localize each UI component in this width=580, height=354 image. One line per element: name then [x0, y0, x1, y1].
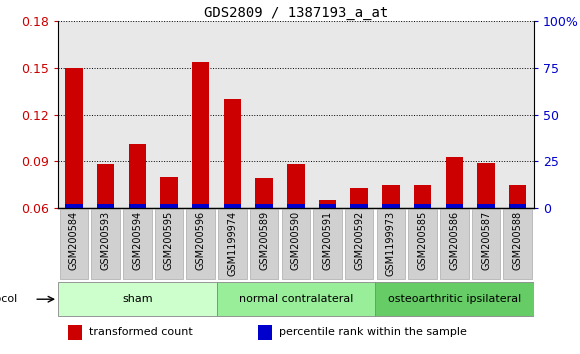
FancyBboxPatch shape: [376, 209, 405, 279]
Text: GSM200587: GSM200587: [481, 211, 491, 270]
FancyBboxPatch shape: [216, 282, 375, 316]
FancyBboxPatch shape: [281, 209, 310, 279]
Text: GSM200584: GSM200584: [69, 211, 79, 270]
Bar: [350, 188, 368, 208]
Bar: [509, 184, 527, 208]
Bar: [97, 164, 114, 208]
Bar: [255, 204, 273, 208]
Bar: [445, 156, 463, 208]
Bar: [382, 204, 400, 208]
FancyBboxPatch shape: [503, 209, 532, 279]
Text: GSM200590: GSM200590: [291, 211, 301, 270]
Bar: [65, 68, 82, 208]
Bar: [477, 204, 495, 208]
FancyBboxPatch shape: [218, 209, 246, 279]
Bar: [224, 204, 241, 208]
Bar: [414, 184, 432, 208]
Text: GSM200591: GSM200591: [322, 211, 332, 270]
Bar: [97, 204, 114, 208]
Bar: [287, 204, 305, 208]
FancyBboxPatch shape: [186, 209, 215, 279]
Bar: [477, 163, 495, 208]
Text: GSM200585: GSM200585: [418, 211, 427, 270]
Text: osteoarthritic ipsilateral: osteoarthritic ipsilateral: [387, 294, 521, 304]
Bar: [192, 62, 209, 208]
FancyBboxPatch shape: [123, 209, 151, 279]
Text: GSM200586: GSM200586: [450, 211, 459, 270]
Bar: [382, 184, 400, 208]
Text: GSM200592: GSM200592: [354, 211, 364, 270]
Bar: [192, 204, 209, 208]
Bar: [160, 177, 177, 208]
Bar: [509, 204, 527, 208]
FancyBboxPatch shape: [250, 209, 278, 279]
Bar: [129, 144, 146, 208]
FancyBboxPatch shape: [60, 209, 88, 279]
Bar: [160, 204, 177, 208]
Bar: [414, 204, 432, 208]
Bar: [319, 200, 336, 208]
Text: sham: sham: [122, 294, 153, 304]
Bar: [258, 325, 272, 339]
Bar: [129, 204, 146, 208]
FancyBboxPatch shape: [345, 209, 374, 279]
Text: GSM200596: GSM200596: [195, 211, 206, 270]
FancyBboxPatch shape: [58, 282, 216, 316]
Title: GDS2809 / 1387193_a_at: GDS2809 / 1387193_a_at: [204, 6, 388, 20]
Text: protocol: protocol: [0, 294, 17, 304]
Bar: [319, 204, 336, 208]
Bar: [445, 204, 463, 208]
Bar: [224, 99, 241, 208]
Text: GSM200589: GSM200589: [259, 211, 269, 270]
FancyBboxPatch shape: [375, 282, 534, 316]
FancyBboxPatch shape: [472, 209, 501, 279]
Bar: [67, 325, 82, 339]
Text: GSM200588: GSM200588: [513, 211, 523, 270]
Bar: [65, 204, 82, 208]
Text: transformed count: transformed count: [89, 327, 193, 337]
Text: normal contralateral: normal contralateral: [238, 294, 353, 304]
FancyBboxPatch shape: [91, 209, 120, 279]
FancyBboxPatch shape: [155, 209, 183, 279]
Text: GSM200594: GSM200594: [132, 211, 142, 270]
Text: GSM1199973: GSM1199973: [386, 211, 396, 276]
Text: GSM1199974: GSM1199974: [227, 211, 237, 276]
FancyBboxPatch shape: [313, 209, 342, 279]
FancyBboxPatch shape: [408, 209, 437, 279]
Text: GSM200595: GSM200595: [164, 211, 174, 270]
FancyBboxPatch shape: [440, 209, 469, 279]
Bar: [350, 204, 368, 208]
Bar: [255, 178, 273, 208]
Bar: [287, 164, 305, 208]
Text: percentile rank within the sample: percentile rank within the sample: [279, 327, 467, 337]
Text: GSM200593: GSM200593: [100, 211, 111, 270]
